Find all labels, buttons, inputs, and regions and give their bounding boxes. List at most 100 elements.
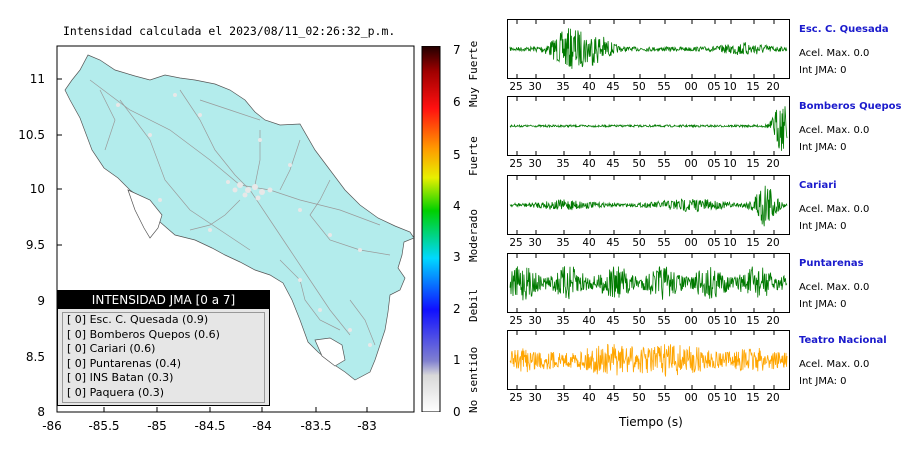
- station-name: Bomberos Quepos: [799, 101, 902, 112]
- time-tick-label: 45: [606, 392, 620, 404]
- time-tick-label: 50: [632, 315, 646, 327]
- time-tick-label: 40: [582, 237, 596, 249]
- legend-item: [ 0] Paquera (0.3): [67, 385, 165, 399]
- station-int: Int JMA: 0: [799, 65, 847, 76]
- legend-item: [ 0] INS Batan (0.3): [67, 371, 174, 384]
- colorbar-tick: 2: [453, 302, 461, 316]
- series-line: [509, 106, 788, 151]
- seismogram-panel: [507, 330, 790, 390]
- station-name: Cariari: [799, 180, 837, 191]
- series-line: [509, 266, 788, 301]
- map-xtick: -85: [147, 419, 167, 433]
- colorbar-word: Fuerte: [467, 136, 480, 176]
- time-tick-label: 15: [746, 315, 760, 327]
- time-tick-label: 30: [528, 315, 542, 327]
- map-xtick: -83: [357, 419, 377, 433]
- colorbar-tick: 1: [453, 353, 461, 367]
- map-ytick: 11: [29, 72, 45, 86]
- colorbar-tick: 7: [453, 43, 461, 57]
- station-info: Acel. Max. 0.0 Int JMA: 0: [799, 45, 869, 79]
- time-tick-label: 20: [766, 392, 780, 404]
- map-ytick: 10.5: [18, 128, 45, 142]
- seismogram-trace: [509, 20, 788, 78]
- time-tick-label: 50: [632, 81, 646, 93]
- colorbar-tick: 0: [453, 405, 461, 419]
- time-tick-label: 35: [556, 237, 570, 249]
- time-tick-label: 10: [723, 237, 737, 249]
- legend-item: [ 0] Cariari (0.6): [67, 342, 156, 355]
- station-acel: Acel. Max. 0.0: [799, 48, 870, 59]
- station-int: Int JMA: 0: [799, 376, 847, 387]
- station-info: Acel. Max. 0.0 Int JMA: 0: [799, 279, 869, 313]
- station-info: Acel. Max. 0.0 Int JMA: 0: [799, 356, 869, 390]
- time-tick-label: 55: [657, 237, 671, 249]
- station-int: Int JMA: 0: [799, 142, 847, 153]
- time-tick-label: 40: [582, 158, 596, 170]
- time-tick-label: 50: [632, 392, 646, 404]
- seismogram-panel: [507, 19, 790, 79]
- time-tick-label: 30: [528, 81, 542, 93]
- time-tick-label: 45: [606, 158, 620, 170]
- time-tick-label: 50: [632, 158, 646, 170]
- colorbar-word: No sentido: [467, 346, 480, 413]
- time-tick-label: 25: [509, 315, 523, 327]
- station-acel: Acel. Max. 0.0: [799, 282, 870, 293]
- series-line: [509, 185, 788, 227]
- map-xtick: -83.5: [300, 419, 332, 433]
- time-tick-label: 35: [556, 158, 570, 170]
- station-name: Teatro Nacional: [799, 335, 887, 346]
- time-tick-label: 00: [684, 392, 698, 404]
- legend-item: [ 0] Esc. C. Quesada (0.9): [67, 313, 209, 326]
- map-ytick: 9.5: [25, 238, 45, 252]
- time-tick-label: 00: [684, 158, 698, 170]
- time-tick-label: 25: [509, 81, 523, 93]
- time-tick-label: 30: [528, 392, 542, 404]
- time-tick-label: 10: [723, 81, 737, 93]
- time-tick-label: 20: [766, 81, 780, 93]
- time-tick-label: 05: [707, 81, 721, 93]
- map-xtick: -84: [252, 419, 272, 433]
- time-tick-label: 10: [723, 315, 737, 327]
- time-tick-label: 20: [766, 237, 780, 249]
- time-tick-label: 45: [606, 237, 620, 249]
- seismogram-panel: [507, 96, 790, 156]
- time-tick-label: 45: [606, 315, 620, 327]
- time-tick-label: 40: [582, 392, 596, 404]
- map-ytick: 8: [37, 405, 45, 419]
- time-tick-label: 35: [556, 392, 570, 404]
- time-tick-label: 05: [707, 237, 721, 249]
- time-tick-label: 35: [556, 81, 570, 93]
- station-acel: Acel. Max. 0.0: [799, 125, 870, 136]
- colorbar-tick: 3: [453, 250, 461, 264]
- time-tick-label: 25: [509, 392, 523, 404]
- map-ytick: 9: [37, 294, 45, 308]
- map-xtick: -86: [42, 419, 62, 433]
- seismogram-trace: [509, 254, 788, 312]
- station-acel: Acel. Max. 0.0: [799, 359, 870, 370]
- legend-item: [ 0] Bomberos Quepos (0.6): [67, 327, 220, 341]
- seismogram-trace: [509, 176, 788, 234]
- time-tick-label: 55: [657, 392, 671, 404]
- legend-header: INTENSIDAD JMA [0 a 7]: [58, 291, 269, 309]
- time-tick-label: 05: [707, 315, 721, 327]
- colorbar-word: Moderado: [467, 209, 480, 262]
- seismogram-trace: [509, 97, 788, 155]
- station-info: Acel. Max. 0.0 Int JMA: 0: [799, 201, 869, 235]
- time-tick-label: 00: [684, 81, 698, 93]
- seismogram-panel: [507, 253, 790, 313]
- station-int: Int JMA: 0: [799, 221, 847, 232]
- time-tick-label: 45: [606, 81, 620, 93]
- intensity-colorbar: [421, 46, 441, 412]
- time-tick-label: 05: [707, 158, 721, 170]
- map-xtick: -84.5: [194, 419, 226, 433]
- time-tick-label: 15: [746, 158, 760, 170]
- colorbar-tick: 5: [453, 148, 461, 162]
- time-tick-label: 25: [509, 158, 523, 170]
- time-tick-label: 15: [746, 392, 760, 404]
- intensity-legend: INTENSIDAD JMA [0 a 7] [ 0] Esc. C. Ques…: [57, 290, 270, 406]
- station-info: Acel. Max. 0.0 Int JMA: 0: [799, 122, 869, 156]
- seismogram-trace: [509, 331, 788, 389]
- time-tick-label: 00: [684, 237, 698, 249]
- station-acel: Acel. Max. 0.0: [799, 204, 870, 215]
- station-int: Int JMA: 0: [799, 299, 847, 310]
